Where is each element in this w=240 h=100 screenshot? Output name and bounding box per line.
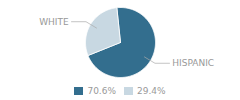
html-text:29.4%: 29.4% [137,86,166,96]
html-text:70.6%: 70.6% [87,86,116,96]
svg-text:WHITE: WHITE [39,17,69,27]
svg-text:HISPANIC: HISPANIC [172,58,214,68]
